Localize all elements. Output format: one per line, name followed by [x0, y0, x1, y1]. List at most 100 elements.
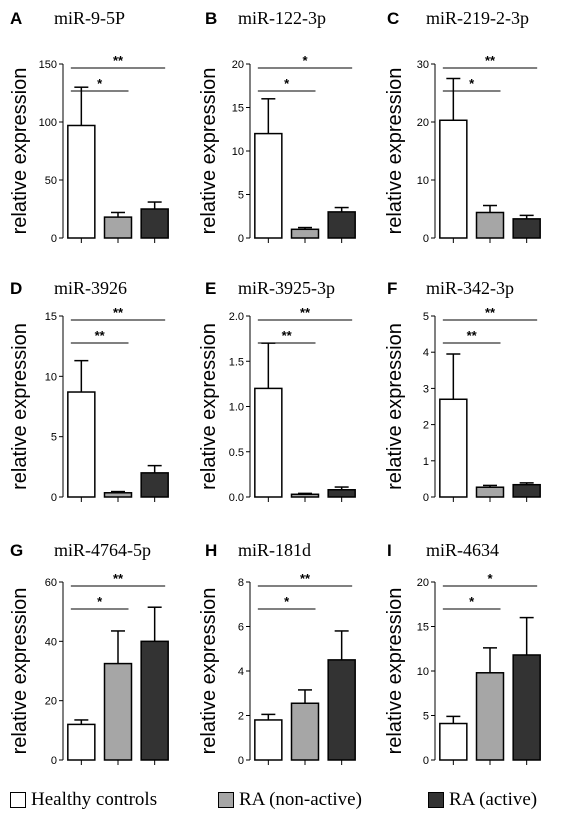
- legend-swatch-healthy: [10, 792, 26, 808]
- panel-i-ytick-label: 20: [417, 577, 429, 589]
- legend-swatch-ra-nonactive: [218, 792, 234, 808]
- panel-d-sig-label: **: [113, 305, 124, 320]
- panel-e-bar-ra-active: [327, 489, 356, 498]
- panel-i-ytick-label: 5: [423, 711, 429, 723]
- panel-e-sig-label: **: [282, 328, 293, 343]
- panel-g-ytick-label: 60: [45, 577, 57, 589]
- panel-b-ytick-label: 10: [232, 146, 244, 158]
- panel-h-letter: H: [205, 541, 217, 560]
- panel-e-bar-healthy: [254, 387, 283, 498]
- legend-item-ra-nonactive: RA (non-active): [218, 789, 362, 811]
- panel-d-bar-ra-active: [140, 472, 169, 498]
- panel-g-bar-ra-nonactive: [103, 662, 133, 761]
- panel-h-ytick-label: 2: [238, 711, 244, 723]
- panel-i-ytick-label: 0: [423, 755, 429, 767]
- panel-c-title: miR-219-2-3p: [426, 8, 529, 28]
- panel-f-bar-ra-nonactive: [475, 486, 505, 498]
- legend-label-ra-active: RA (active): [449, 789, 538, 810]
- panel-f-ytick-label: 1: [423, 456, 429, 468]
- panel-e-ytick-label: 2.0: [229, 311, 244, 323]
- panel-a-letter: A: [10, 9, 22, 28]
- panel-i-ylabel: relative expression: [384, 588, 406, 755]
- panel-i-sig-label: *: [469, 594, 475, 609]
- legend-item-healthy: Healthy controls: [10, 789, 157, 811]
- panel-f-ytick-label: 4: [423, 347, 429, 359]
- panel-f-letter: F: [387, 279, 397, 298]
- panel-f-sig-label: **: [467, 328, 478, 343]
- panel-b-ytick-label: 5: [238, 190, 244, 202]
- panel-f-bar-healthy: [439, 398, 468, 498]
- panel-d-bar-ra-nonactive: [103, 492, 133, 498]
- panel-d-title: miR-3926: [54, 278, 127, 298]
- panel-c-ytick-label: 30: [417, 59, 429, 71]
- panel-a-title: miR-9-5P: [54, 8, 125, 28]
- panel-e-ytick-label: 0.0: [229, 492, 244, 504]
- panel-g-ytick-label: 40: [45, 636, 57, 648]
- panel-c-sig-label: **: [485, 53, 496, 68]
- panel-c-ytick-label: 20: [417, 117, 429, 129]
- panel-g-bar-healthy: [67, 723, 96, 761]
- panel-h-bar-healthy: [254, 719, 283, 761]
- panel-g-ytick-label: 20: [45, 696, 57, 708]
- panel-c-ylabel: relative expression: [384, 68, 406, 235]
- panel-f-bar-ra-active: [512, 483, 541, 498]
- panel-i-sig-label: *: [487, 571, 493, 586]
- panel-f-ytick-label: 3: [423, 383, 429, 395]
- panel-g-sig-label: **: [113, 571, 124, 586]
- panel-e-ytick-label: 1.5: [229, 356, 244, 368]
- panel-h-ylabel: relative expression: [198, 588, 220, 755]
- panel-h-sig-label: *: [284, 594, 290, 609]
- panel-d-ylabel: relative expression: [9, 323, 31, 490]
- panel-a-ytick-label: 50: [45, 175, 57, 187]
- panel-f-ytick-label: 2: [423, 420, 429, 432]
- panel-a-sig-label: **: [113, 53, 124, 68]
- panel-b-letter: B: [205, 9, 217, 28]
- panel-a-bar-ra-nonactive: [103, 216, 133, 239]
- panel-f-ytick-label: 5: [423, 311, 429, 323]
- panel-e-bar-ra-nonactive: [290, 493, 320, 498]
- panel-h-sig-label: **: [300, 571, 311, 586]
- panel-d-bar-healthy: [67, 391, 96, 498]
- panel-a-ylabel: relative expression: [9, 68, 31, 235]
- panel-c-bar-healthy: [439, 119, 468, 239]
- panel-i-letter: I: [387, 541, 392, 560]
- panel-e-title: miR-3925-3p: [238, 278, 335, 298]
- panel-h-ytick-label: 8: [238, 577, 244, 589]
- panel-c-bar-ra-nonactive: [475, 211, 505, 239]
- panel-c-sig-label: *: [469, 76, 475, 91]
- panel-d-ytick-label: 15: [45, 311, 57, 323]
- panel-c-ytick-label: 10: [417, 175, 429, 187]
- panel-g-sig-label: *: [97, 594, 103, 609]
- panel-f-ylabel: relative expression: [384, 323, 406, 490]
- panel-b-bar-ra-nonactive: [290, 228, 320, 239]
- panel-g-bar-ra-active: [140, 640, 169, 761]
- legend-swatch-ra-active: [428, 792, 444, 808]
- panel-b-bar-ra-active: [327, 211, 356, 239]
- panel-b-bar-healthy: [254, 132, 283, 239]
- panel-e-ylabel: relative expression: [198, 323, 220, 490]
- panel-i-bar-ra-active: [512, 654, 541, 761]
- legend-item-ra-active: RA (active): [428, 789, 537, 811]
- panel-c-bar-ra-active: [512, 218, 541, 239]
- panel-c-letter: C: [387, 9, 399, 28]
- panel-i-ytick-label: 15: [417, 622, 429, 634]
- panel-h-ytick-label: 0: [238, 755, 244, 767]
- panel-i-title: miR-4634: [426, 540, 499, 560]
- panel-a-ytick-label: 150: [39, 59, 57, 71]
- panel-b-ylabel: relative expression: [198, 68, 220, 235]
- panel-a-ytick-label: 0: [51, 233, 57, 245]
- panel-g-ytick-label: 0: [51, 755, 57, 767]
- panel-g-ylabel: relative expression: [9, 588, 31, 755]
- panel-a-bar-ra-active: [140, 208, 169, 239]
- panel-f-sig-label: **: [485, 305, 496, 320]
- panel-d-ytick-label: 0: [51, 492, 57, 504]
- panel-h-bar-ra-active: [327, 659, 356, 761]
